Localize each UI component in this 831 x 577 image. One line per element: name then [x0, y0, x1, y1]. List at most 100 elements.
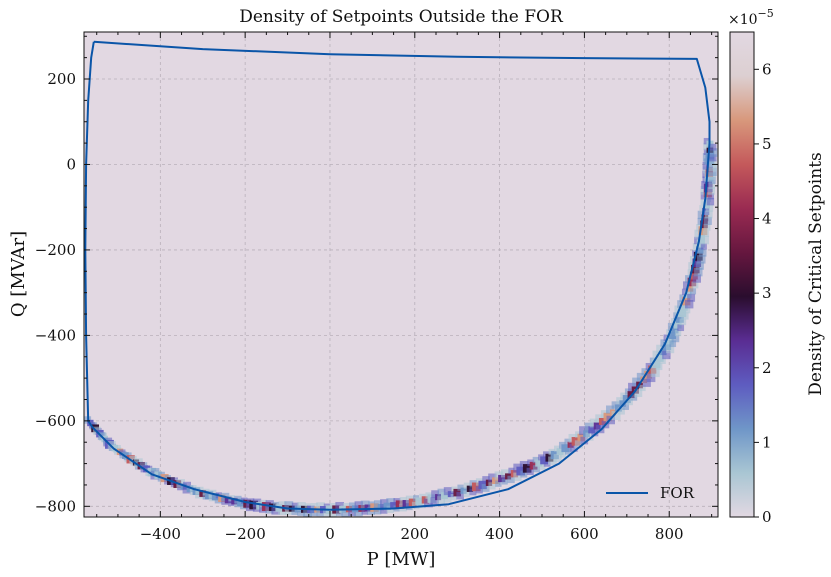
density-cell	[700, 235, 710, 245]
density-cell	[639, 384, 646, 392]
density-cell	[501, 478, 508, 485]
density-cell	[642, 378, 651, 387]
density-cell	[481, 484, 490, 492]
density-cell	[700, 243, 707, 250]
density-cell	[666, 344, 675, 354]
density-cell	[702, 230, 710, 237]
colorbar-ticks: 0 1 2 3 4 5 6	[754, 60, 772, 526]
colorbar-tick-label: 6	[762, 60, 772, 78]
density-cell	[507, 475, 515, 484]
density-cell	[707, 193, 714, 200]
density-cell	[569, 443, 578, 452]
density-cell	[709, 154, 717, 162]
density-cell	[703, 223, 711, 231]
density-cell	[373, 506, 382, 515]
density-cell	[520, 470, 528, 478]
y-tick-label: 200	[47, 70, 76, 88]
density-cell	[475, 486, 483, 494]
density-cell	[284, 507, 292, 515]
plot-area: −400 −200 0 200 400 600 800 200 0 −200 −400 −600 −8…	[35, 31, 719, 543]
density-cell	[671, 334, 680, 343]
plot-frame	[83, 31, 719, 518]
density-cell	[354, 507, 363, 517]
density-cell	[228, 499, 235, 507]
plot-background	[84, 32, 718, 517]
density-cell	[709, 143, 717, 151]
density-cell	[677, 324, 685, 332]
density-cell	[574, 440, 583, 449]
series-line-for	[84, 40, 711, 511]
density-cell	[706, 197, 715, 206]
density-cell	[634, 389, 643, 398]
density-cell	[450, 493, 458, 501]
density-cell	[585, 432, 594, 441]
y-tick-label: −800	[35, 497, 76, 515]
density-cell	[708, 172, 717, 180]
y-axis: 200 0 −200 −400 −600 −800	[35, 35, 718, 515]
density-cell	[543, 460, 551, 467]
colorbar-tick-label: 0	[762, 508, 772, 526]
density-cell	[341, 508, 350, 517]
density-cell	[564, 447, 572, 455]
density-cell	[548, 456, 557, 465]
density-cell	[411, 501, 420, 510]
x-tick-label: 200	[400, 525, 429, 543]
legend: FOR	[606, 484, 695, 502]
density-cell	[685, 300, 694, 309]
y-tick-label: −400	[35, 326, 76, 344]
density-cell	[691, 281, 699, 289]
density-cell	[679, 318, 687, 326]
x-tick-label: −200	[225, 525, 266, 543]
density-cell	[695, 261, 704, 270]
density-cell	[553, 454, 562, 463]
y-tick-label: −600	[35, 412, 76, 430]
density-cell	[708, 167, 717, 176]
colorbar-tick-label: 4	[762, 210, 772, 228]
density-cell	[622, 403, 629, 410]
density-cell	[437, 496, 446, 505]
density-cell	[423, 498, 433, 508]
density-cell	[456, 491, 464, 500]
density-cell	[703, 216, 712, 225]
density-cell	[681, 312, 689, 320]
density-cell	[560, 451, 567, 458]
density-cell	[538, 462, 546, 470]
density-cell	[708, 176, 716, 184]
density-cell	[278, 507, 287, 516]
density-cell	[630, 394, 638, 401]
colorbar-title: Density of Critical Setpoints	[806, 152, 826, 396]
density-cell	[595, 424, 605, 434]
density-cell	[418, 500, 426, 509]
density-cell	[495, 480, 502, 487]
legend-label-for: FOR	[660, 484, 695, 502]
density-cell	[533, 465, 541, 473]
colorbar-tick-label: 1	[762, 433, 772, 451]
density-cell	[683, 306, 691, 314]
density-cell	[310, 508, 318, 517]
density-cell	[699, 249, 707, 257]
density-cell	[626, 398, 633, 406]
chart-title: Density of Setpoints Outside the FOR	[239, 7, 564, 27]
x-tick-label: 800	[655, 525, 684, 543]
x-tick-label: 600	[570, 525, 599, 543]
density-cell	[488, 482, 496, 490]
density-cell	[443, 494, 452, 503]
density-cell	[580, 436, 589, 445]
density-cell	[513, 472, 522, 481]
density-cell	[662, 350, 671, 360]
density-cell	[659, 357, 666, 364]
density-cell	[591, 429, 599, 437]
series-layer	[84, 40, 711, 511]
density-cell	[697, 255, 706, 264]
density-cell	[617, 407, 625, 415]
density-cell	[708, 163, 717, 172]
x-tick-label: 0	[325, 525, 335, 543]
density-cell	[694, 267, 703, 277]
density-cell	[687, 293, 696, 302]
density-cell	[669, 340, 677, 348]
density-cell	[708, 148, 718, 157]
y-axis-title: Q [MVAr]	[8, 231, 29, 317]
x-tick-label: 400	[485, 525, 514, 543]
x-axis-title: P [MW]	[367, 549, 436, 570]
